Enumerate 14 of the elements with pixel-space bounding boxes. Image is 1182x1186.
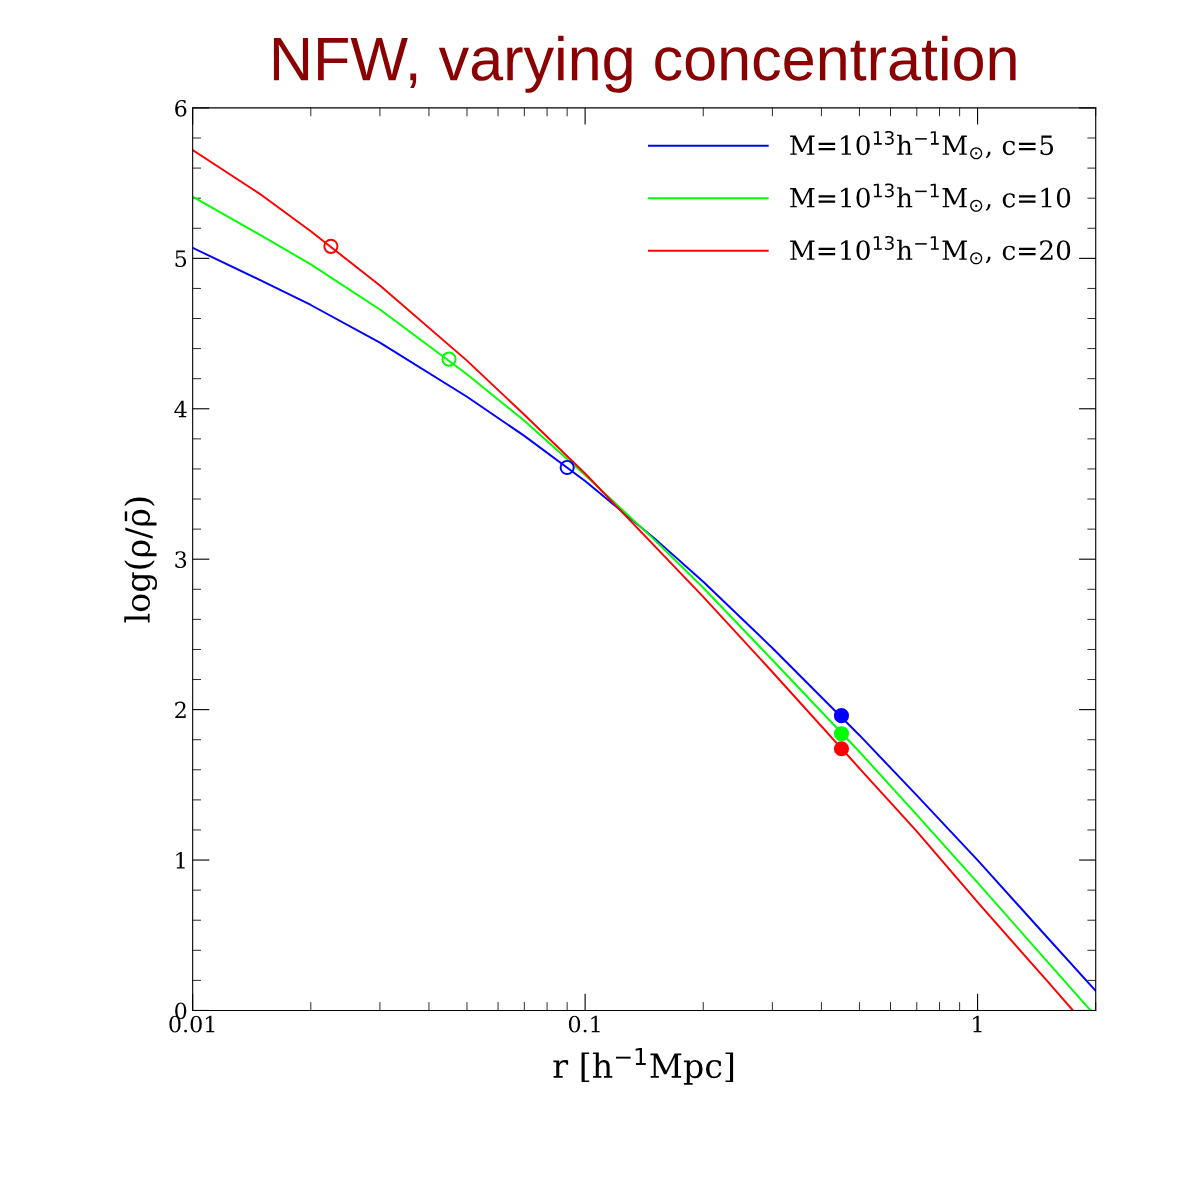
y-tick-label: 6 bbox=[175, 99, 187, 117]
y-tick-label: 2 bbox=[175, 701, 186, 719]
y-tick-label: 1 bbox=[176, 852, 185, 869]
legend-label: M=10$^{13}$h$^{−1}$M$_{⊙}$, c=5 bbox=[790, 130, 1054, 160]
y-tick-label: 5 bbox=[175, 250, 187, 268]
chart-title: NFW, varying concentration bbox=[273, 35, 1016, 93]
y-axis-title: log(ρ/ρ̄) bbox=[124, 497, 157, 623]
x-axis-title: r [h$^{−1}$Mpc] bbox=[553, 1047, 734, 1085]
x-tick-label: 0.1 bbox=[568, 1015, 600, 1033]
y-tick-label: 3 bbox=[175, 551, 187, 568]
x-tick-label: 1 bbox=[973, 1015, 982, 1033]
legend-label: M=10$^{13}$h$^{−1}$M$_{⊙}$, c=10 bbox=[790, 183, 1071, 212]
y-tick-label: 4 bbox=[174, 400, 187, 418]
legend-label: M=10$^{13}$h$^{−1}$M$_{⊙}$, c=20 bbox=[790, 235, 1071, 265]
